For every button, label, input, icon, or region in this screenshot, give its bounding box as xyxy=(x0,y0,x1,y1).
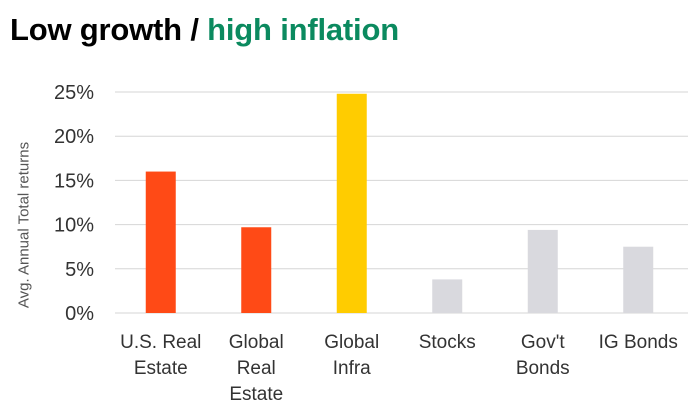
bar xyxy=(432,279,463,313)
bar xyxy=(527,229,558,313)
x-category-label: Global Infra xyxy=(324,332,379,379)
y-tick-label: 0% xyxy=(65,303,94,325)
bar xyxy=(623,246,654,313)
bar xyxy=(241,227,272,313)
x-category-label: Global Real Estate xyxy=(229,332,284,405)
y-tick-label: 10% xyxy=(54,215,94,237)
bar xyxy=(145,171,176,313)
y-tick-label: 15% xyxy=(54,170,94,192)
y-tick-label: 5% xyxy=(65,259,94,281)
x-category-label: Gov't Bonds xyxy=(516,332,570,379)
title-accent: high inflation xyxy=(207,12,399,47)
x-category-label: U.S. Real Estate xyxy=(120,332,201,379)
x-category-label: Stocks xyxy=(419,332,476,353)
x-category-label: IG Bonds xyxy=(599,332,678,353)
bar xyxy=(336,93,367,313)
y-tick-label: 20% xyxy=(54,126,94,148)
chart-title: Low growth / high inflation xyxy=(10,12,399,48)
y-tick-label: 25% xyxy=(54,82,94,104)
title-main: Low growth / xyxy=(10,12,208,47)
